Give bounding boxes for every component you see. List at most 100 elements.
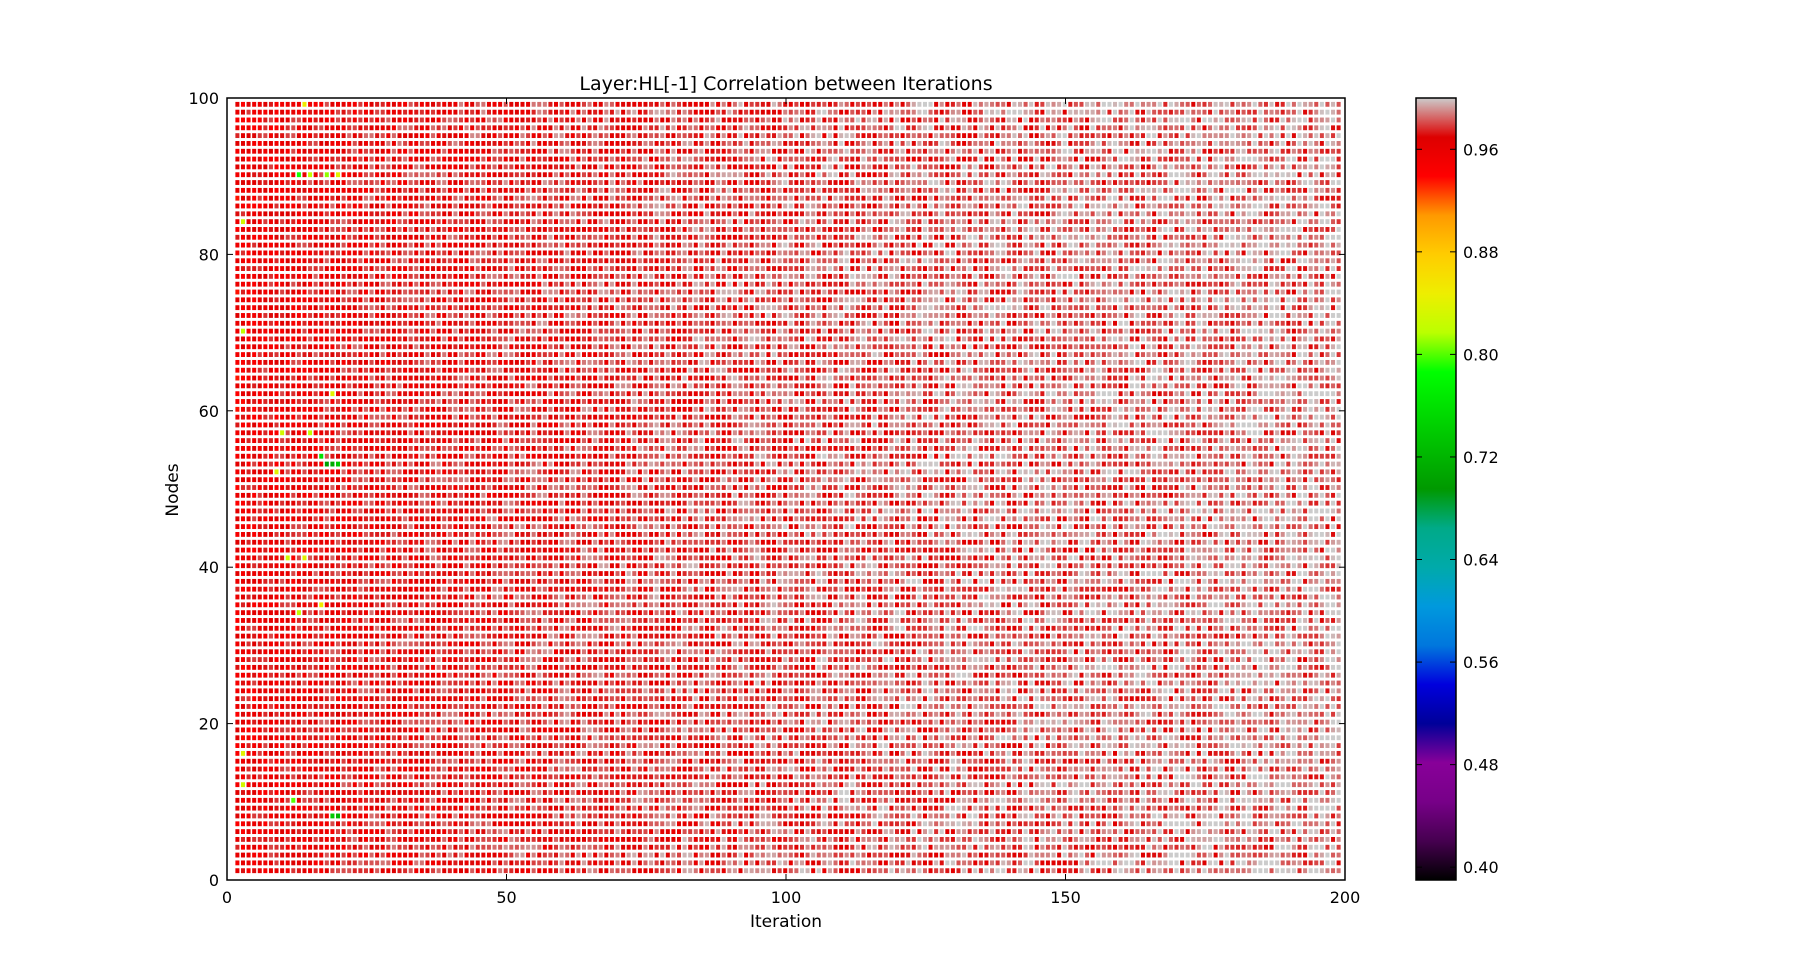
heatmap-cell	[375, 641, 379, 646]
heatmap-cell	[375, 188, 379, 193]
heatmap-cell	[336, 399, 340, 404]
heatmap-cell	[314, 641, 318, 646]
heatmap-cell	[425, 688, 429, 693]
heatmap-cell	[493, 555, 497, 560]
heatmap-cell	[476, 712, 480, 717]
heatmap-cell	[470, 595, 474, 600]
heatmap-cell	[509, 383, 513, 388]
heatmap-cell	[425, 509, 429, 514]
heatmap-cell	[414, 790, 418, 795]
heatmap-cell	[252, 509, 256, 514]
heatmap-cell	[330, 407, 334, 412]
heatmap-cell	[263, 634, 267, 639]
heatmap-cell	[425, 657, 429, 662]
heatmap-cell	[470, 391, 474, 396]
heatmap-cell	[509, 790, 513, 795]
heatmap-cell	[414, 430, 418, 435]
heatmap-cell	[263, 837, 267, 842]
heatmap-cell	[437, 164, 441, 169]
heatmap-cell	[247, 376, 251, 381]
heatmap-cell	[504, 399, 508, 404]
heatmap-cell	[347, 767, 351, 772]
heatmap-cell	[504, 837, 508, 842]
heatmap-cell	[314, 563, 318, 568]
heatmap-cell	[481, 665, 485, 670]
heatmap-cell	[342, 118, 346, 123]
heatmap-cell	[386, 383, 390, 388]
heatmap-cell	[269, 102, 273, 107]
heatmap-cell	[370, 204, 374, 209]
heatmap-cell	[398, 368, 402, 373]
heatmap-cell	[487, 641, 491, 646]
heatmap-cell	[252, 383, 256, 388]
heatmap-cell	[342, 352, 346, 357]
heatmap-cell	[431, 618, 435, 623]
heatmap-cell	[453, 829, 457, 834]
heatmap-cell	[314, 172, 318, 177]
heatmap-cell	[509, 821, 513, 826]
heatmap-cell	[314, 735, 318, 740]
heatmap-cell	[241, 493, 245, 498]
heatmap-cell	[442, 172, 446, 177]
heatmap-cell	[252, 290, 256, 295]
heatmap-cell	[364, 172, 368, 177]
heatmap-cell	[291, 180, 295, 185]
heatmap-cell	[347, 532, 351, 537]
heatmap-cell	[487, 219, 491, 224]
heatmap-cell	[258, 602, 262, 607]
heatmap-cell	[442, 368, 446, 373]
heatmap-cell	[235, 164, 239, 169]
heatmap-cell	[459, 516, 463, 521]
heatmap-cell	[465, 540, 469, 545]
heatmap-cell	[297, 618, 301, 623]
heatmap-cell	[386, 626, 390, 631]
heatmap-cell	[420, 321, 424, 326]
heatmap-cell	[269, 125, 273, 130]
heatmap-cell	[347, 696, 351, 701]
heatmap-cell	[370, 196, 374, 201]
heatmap-cell	[336, 665, 340, 670]
heatmap-cell	[431, 430, 435, 435]
heatmap-cell	[381, 454, 385, 459]
heatmap-cell	[269, 853, 273, 858]
heatmap-cell	[247, 728, 251, 733]
heatmap-cell	[470, 485, 474, 490]
heatmap-cell	[258, 595, 262, 600]
heatmap-cell	[235, 305, 239, 310]
heatmap-cell	[258, 853, 262, 858]
heatmap-cell	[448, 657, 452, 662]
heatmap-cell	[347, 814, 351, 819]
heatmap-cell	[476, 282, 480, 287]
heatmap-cell	[481, 329, 485, 334]
heatmap-cell	[370, 141, 374, 146]
heatmap-cell	[459, 720, 463, 725]
heatmap-cell	[398, 110, 402, 115]
heatmap-cell	[297, 806, 301, 811]
heatmap-cell	[314, 509, 318, 514]
heatmap-cell	[409, 149, 413, 154]
heatmap-cell	[353, 712, 357, 717]
heatmap-cell	[280, 313, 284, 318]
heatmap-cell	[465, 720, 469, 725]
heatmap-cell	[504, 524, 508, 529]
heatmap-cell	[325, 391, 329, 396]
heatmap-cell	[398, 728, 402, 733]
heatmap-cell	[398, 266, 402, 271]
heatmap-cell	[493, 790, 497, 795]
heatmap-cell	[370, 368, 374, 373]
heatmap-cell	[308, 164, 312, 169]
heatmap-cell	[252, 579, 256, 584]
heatmap-cell	[353, 360, 357, 365]
heatmap-cell	[476, 548, 480, 553]
heatmap-cell	[386, 290, 390, 295]
heatmap-cell	[476, 290, 480, 295]
heatmap-cell	[442, 250, 446, 255]
heatmap-cell	[235, 743, 239, 748]
heatmap-cell	[431, 712, 435, 717]
heatmap-cell	[375, 180, 379, 185]
heatmap-cell	[453, 290, 457, 295]
heatmap-cell	[487, 501, 491, 506]
heatmap-cell	[269, 524, 273, 529]
heatmap-cell	[425, 383, 429, 388]
heatmap-cell	[241, 250, 245, 255]
